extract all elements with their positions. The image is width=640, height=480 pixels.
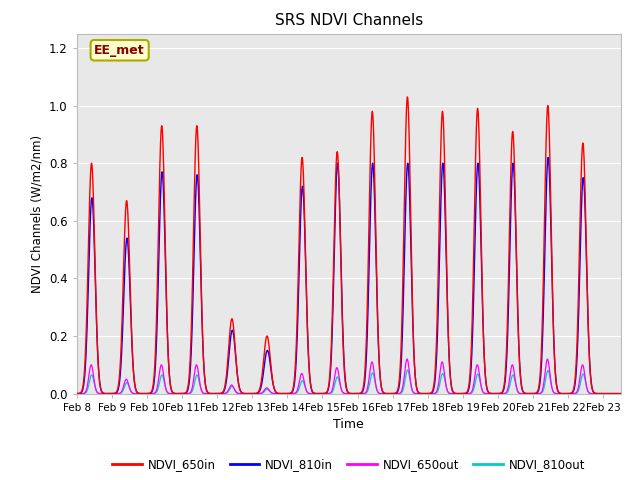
X-axis label: Time: Time	[333, 418, 364, 431]
Legend: NDVI_650in, NDVI_810in, NDVI_650out, NDVI_810out: NDVI_650in, NDVI_810in, NDVI_650out, NDV…	[108, 454, 590, 476]
Y-axis label: NDVI Channels (W/m2/nm): NDVI Channels (W/m2/nm)	[31, 134, 44, 293]
Title: SRS NDVI Channels: SRS NDVI Channels	[275, 13, 423, 28]
Text: EE_met: EE_met	[94, 44, 145, 57]
